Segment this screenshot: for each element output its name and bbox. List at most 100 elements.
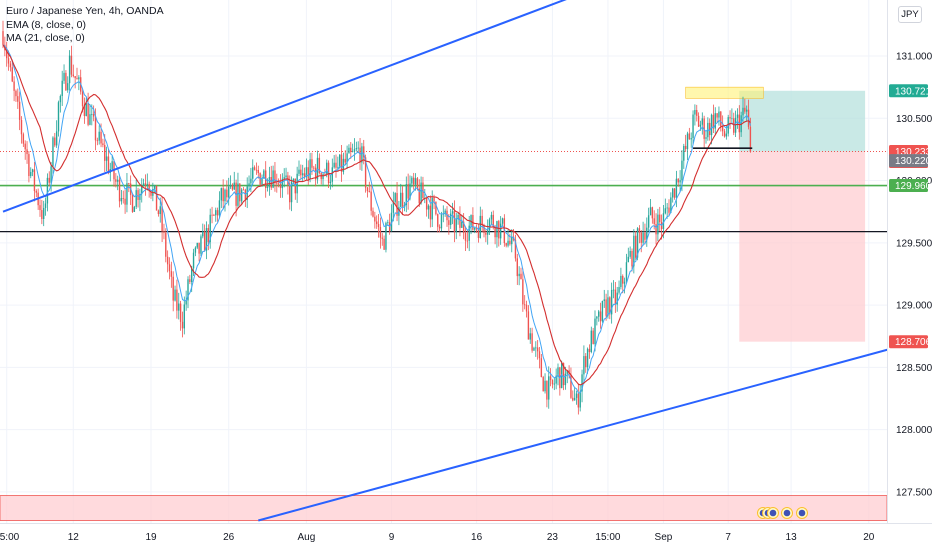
candle-body [709, 122, 711, 136]
time-tick-label: 13 [786, 532, 798, 543]
candle-body [41, 210, 43, 219]
candle-body [718, 111, 720, 118]
candle-body [146, 183, 148, 185]
candle-body [191, 268, 193, 282]
candle-body [179, 303, 182, 322]
candle-body [433, 197, 435, 202]
candle-body [381, 237, 383, 239]
candle-body [333, 162, 335, 168]
candle-body [483, 225, 485, 233]
candle-body [368, 191, 370, 192]
candle-body [24, 143, 26, 150]
candle-body [490, 214, 493, 220]
candle-body [50, 166, 52, 183]
candle-body [33, 169, 36, 192]
candle-body [298, 169, 300, 174]
time-tick-label: 20 [863, 532, 875, 543]
lower-trendline [258, 348, 887, 522]
time-tick-label: 15:00 [0, 532, 20, 543]
candle-body [253, 167, 256, 170]
candle-body [81, 91, 84, 107]
ema-indicator-label[interactable]: EMA (8, close, 0) [6, 18, 86, 31]
candle-body [514, 239, 517, 259]
candle-body [746, 109, 748, 112]
candle-body [492, 214, 494, 228]
candle-body [240, 189, 243, 202]
candle-body [720, 111, 722, 127]
candle-body [511, 236, 513, 245]
candle-body [501, 218, 504, 224]
candle-body [394, 193, 396, 202]
candle-body [459, 214, 461, 228]
candle-body [374, 216, 376, 222]
candle-body [527, 311, 530, 340]
candle-body [631, 250, 633, 267]
candle-body [614, 289, 617, 305]
candle-body [70, 55, 73, 75]
candle-body [7, 58, 10, 64]
candle-body [205, 228, 208, 251]
candle-body [625, 262, 628, 282]
candle-body [31, 169, 34, 173]
ma-indicator-label[interactable]: MA (21, close, 0) [6, 32, 85, 44]
candle-body [729, 117, 731, 119]
candle-body [420, 182, 422, 204]
candle-body [461, 221, 463, 228]
candle-body [268, 177, 271, 187]
candle-body [742, 107, 744, 116]
candle-body [681, 160, 683, 181]
candle-body [52, 137, 54, 167]
symbol-title[interactable]: Euro / Japanese Yen, 4h, OANDA [6, 5, 164, 17]
candle-body [44, 203, 47, 208]
candle-body [196, 242, 198, 248]
candle-body [322, 173, 324, 180]
candle-body [133, 206, 136, 212]
candle-body [148, 183, 150, 191]
candle-body [244, 189, 247, 200]
candle-body [366, 187, 369, 192]
price-tag-bg [889, 84, 928, 98]
candle-body [226, 189, 228, 198]
candle-body [309, 159, 311, 179]
candle-body [649, 207, 652, 216]
candle-body [22, 134, 25, 144]
candle-body [464, 232, 467, 241]
support-zone [0, 495, 887, 521]
candle-body [165, 232, 167, 257]
candle-body [348, 147, 350, 154]
candle-body [540, 358, 543, 378]
candle-body [220, 188, 222, 201]
candle-body [117, 179, 119, 182]
candle-body [189, 279, 191, 282]
candle-body [586, 348, 589, 368]
candle-body [277, 183, 280, 185]
candle-body [126, 183, 128, 205]
candle-body [35, 191, 37, 193]
candle-body [629, 250, 631, 257]
candle-body [414, 178, 417, 185]
candle-body [261, 178, 263, 185]
candle-body [494, 227, 496, 238]
candle-body [120, 198, 123, 202]
candle-body [551, 380, 554, 385]
candle-body [644, 232, 646, 240]
candle-body [610, 290, 613, 315]
candle-body [379, 227, 382, 238]
price-tag-bg [889, 179, 928, 193]
candle-body [677, 178, 679, 183]
candle-body [314, 167, 317, 180]
candle-body [431, 197, 433, 220]
currency-button[interactable]: JPY [898, 6, 922, 23]
candle-body [451, 211, 454, 214]
price-tag-label: 129.960 [895, 181, 932, 192]
candle-body [229, 184, 232, 187]
candle-body [96, 140, 99, 142]
price-tag-label: 128.706 [895, 337, 932, 348]
candle-body [536, 347, 539, 352]
candle-body [400, 192, 402, 207]
candle-body [577, 393, 580, 408]
candle-body [331, 167, 333, 182]
candle-body [124, 198, 126, 205]
